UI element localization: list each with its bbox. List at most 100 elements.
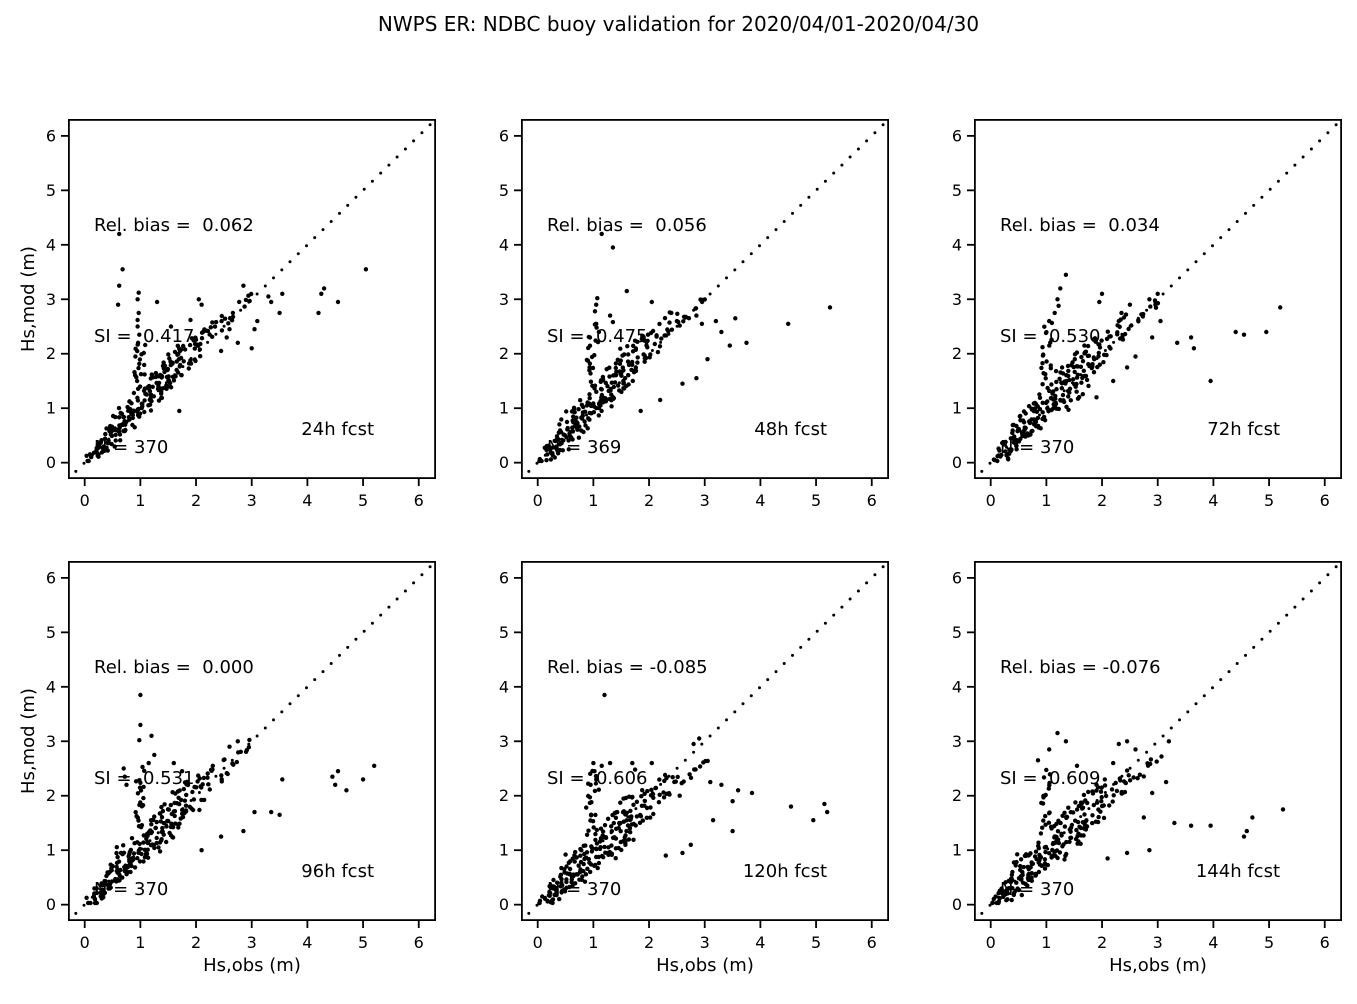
data-point [199,797,204,803]
data-point [178,355,184,361]
data-point [171,809,176,814]
data-point [149,829,155,835]
data-point [1101,360,1106,365]
data-point [1111,378,1116,384]
identity-line-dot [1186,710,1190,714]
data-point [559,890,564,895]
scatter-axes-72h: 0 1 2 3 4 5 6 0 1 2 3 4 5 6 [952,118,1343,510]
data-point [564,419,570,425]
data-point [587,392,592,397]
data-point [1114,788,1120,794]
identity-line-dot [1276,179,1280,183]
data-point [599,395,604,400]
data-point [547,889,552,895]
identity-line-dot [395,597,399,601]
data-point [181,786,186,792]
data-point [1094,782,1099,787]
data-point [135,398,141,403]
data-point [159,837,164,842]
data-point [658,397,663,403]
data-point [581,869,586,874]
x-tick-label: 2 [191,491,201,510]
identity-line-dot [338,211,341,215]
data-point [136,818,141,823]
data-point [333,782,338,787]
x-tick-label: 3 [247,933,257,952]
data-point [1047,747,1052,752]
data-point [1113,780,1118,786]
data-point [197,807,202,813]
data-point [1045,399,1050,404]
data-point [578,859,584,865]
data-point [1096,342,1101,347]
identity-line-dot [313,678,317,682]
data-point [1067,386,1073,391]
data-point [175,822,181,827]
data-point [1158,318,1163,324]
identity-line-dot [782,220,786,223]
axes-spines [67,560,437,922]
data-point [688,842,693,847]
data-point [628,808,633,814]
data-point [675,774,680,780]
data-point [578,846,583,852]
data-point [126,415,131,420]
data-point [1054,379,1059,385]
data-point [1172,820,1177,826]
data-point [624,828,629,834]
identity-line-dot [329,662,333,665]
data-point [624,288,629,294]
data-point [134,378,140,384]
data-point [161,360,166,365]
data-point [1072,352,1078,357]
identity-line-dot [1309,589,1313,593]
data-point [609,829,614,834]
data-point [624,810,629,815]
data-point [372,763,377,768]
data-point [587,361,593,366]
identity-line-dot [1005,445,1008,449]
data-point [643,355,649,361]
data-point [593,773,599,779]
data-point [1036,846,1041,851]
data-point [170,361,175,366]
y-tick-label: 6 [499,126,509,145]
data-point [571,406,577,412]
data-point [117,283,122,288]
identity-line-dot [420,573,424,577]
y-tick-label: 1 [952,841,962,860]
data-point [629,814,634,819]
data-point [122,867,128,873]
data-point [582,409,588,414]
data-point [230,314,236,319]
data-point [1133,747,1138,752]
data-point [642,791,647,796]
identity-line-dot [1112,340,1116,344]
data-point [136,290,141,295]
data-point [1079,354,1084,360]
data-point [116,429,122,434]
data-point [589,354,595,360]
data-point [1148,304,1153,309]
data-point [570,883,575,889]
data-point [153,370,159,376]
data-point [1066,805,1071,810]
data-point [1095,364,1100,370]
data-point [1034,409,1040,414]
data-point [1040,345,1045,350]
data-point [1055,855,1060,861]
stat-si: SI = 0.417 [94,326,195,347]
stat-n: N = 370 [547,879,622,900]
figure-title: NWPS ER: NDBC buoy validation for 2020/0… [377,12,980,36]
data-point [673,779,678,784]
data-point [594,777,599,782]
data-point [649,787,654,792]
data-point [1107,803,1112,808]
data-point [1027,420,1033,426]
data-point [648,815,653,820]
data-point [550,451,555,456]
data-point [609,404,614,409]
data-point [599,763,604,768]
data-point [180,814,186,820]
data-point [641,352,646,357]
